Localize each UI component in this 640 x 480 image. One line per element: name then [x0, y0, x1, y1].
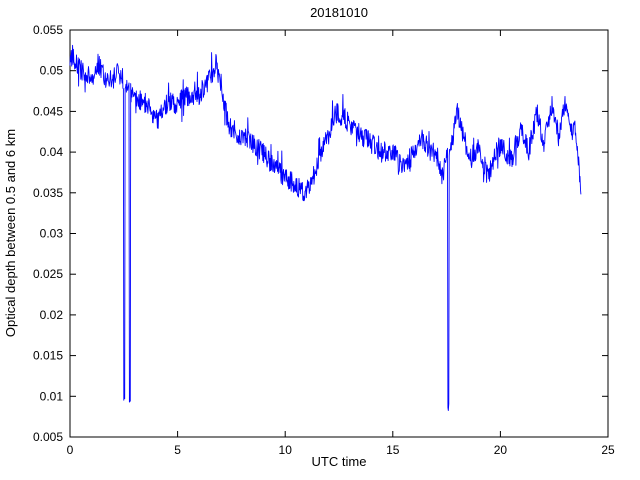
x-tick-label: 25 [601, 443, 615, 457]
y-axis-label: Optical depth between 0.5 and 6 km [3, 129, 18, 337]
x-tick-label: 10 [279, 443, 293, 457]
y-tick-label: 0.005 [33, 430, 63, 444]
x-tick-label: 15 [386, 443, 400, 457]
y-tick-label: 0.01 [40, 389, 64, 403]
y-tick-label: 0.025 [33, 267, 63, 281]
plot-area: 0 5 10 15 20 25 0.005 0.01 0.015 0.02 0.025 0.03 0.0… [33, 23, 615, 457]
y-tick-label: 0.05 [40, 64, 64, 78]
y-tick-label: 0.04 [40, 145, 64, 159]
x-tick-label: 0 [67, 443, 74, 457]
y-tick-label: 0.02 [40, 308, 64, 322]
x-tick-label: 20 [494, 443, 508, 457]
y-tick-label: 0.045 [33, 104, 63, 118]
chart-title: 20181010 [310, 5, 368, 20]
x-tick-label: 5 [174, 443, 181, 457]
y-tick-label: 0.055 [33, 23, 63, 37]
y-tick-label: 0.035 [33, 186, 63, 200]
data-series-line [69, 44, 582, 412]
x-axis-label: UTC time [312, 454, 367, 469]
y-tick-label: 0.015 [33, 349, 63, 363]
y-tick-label: 0.03 [40, 227, 64, 241]
